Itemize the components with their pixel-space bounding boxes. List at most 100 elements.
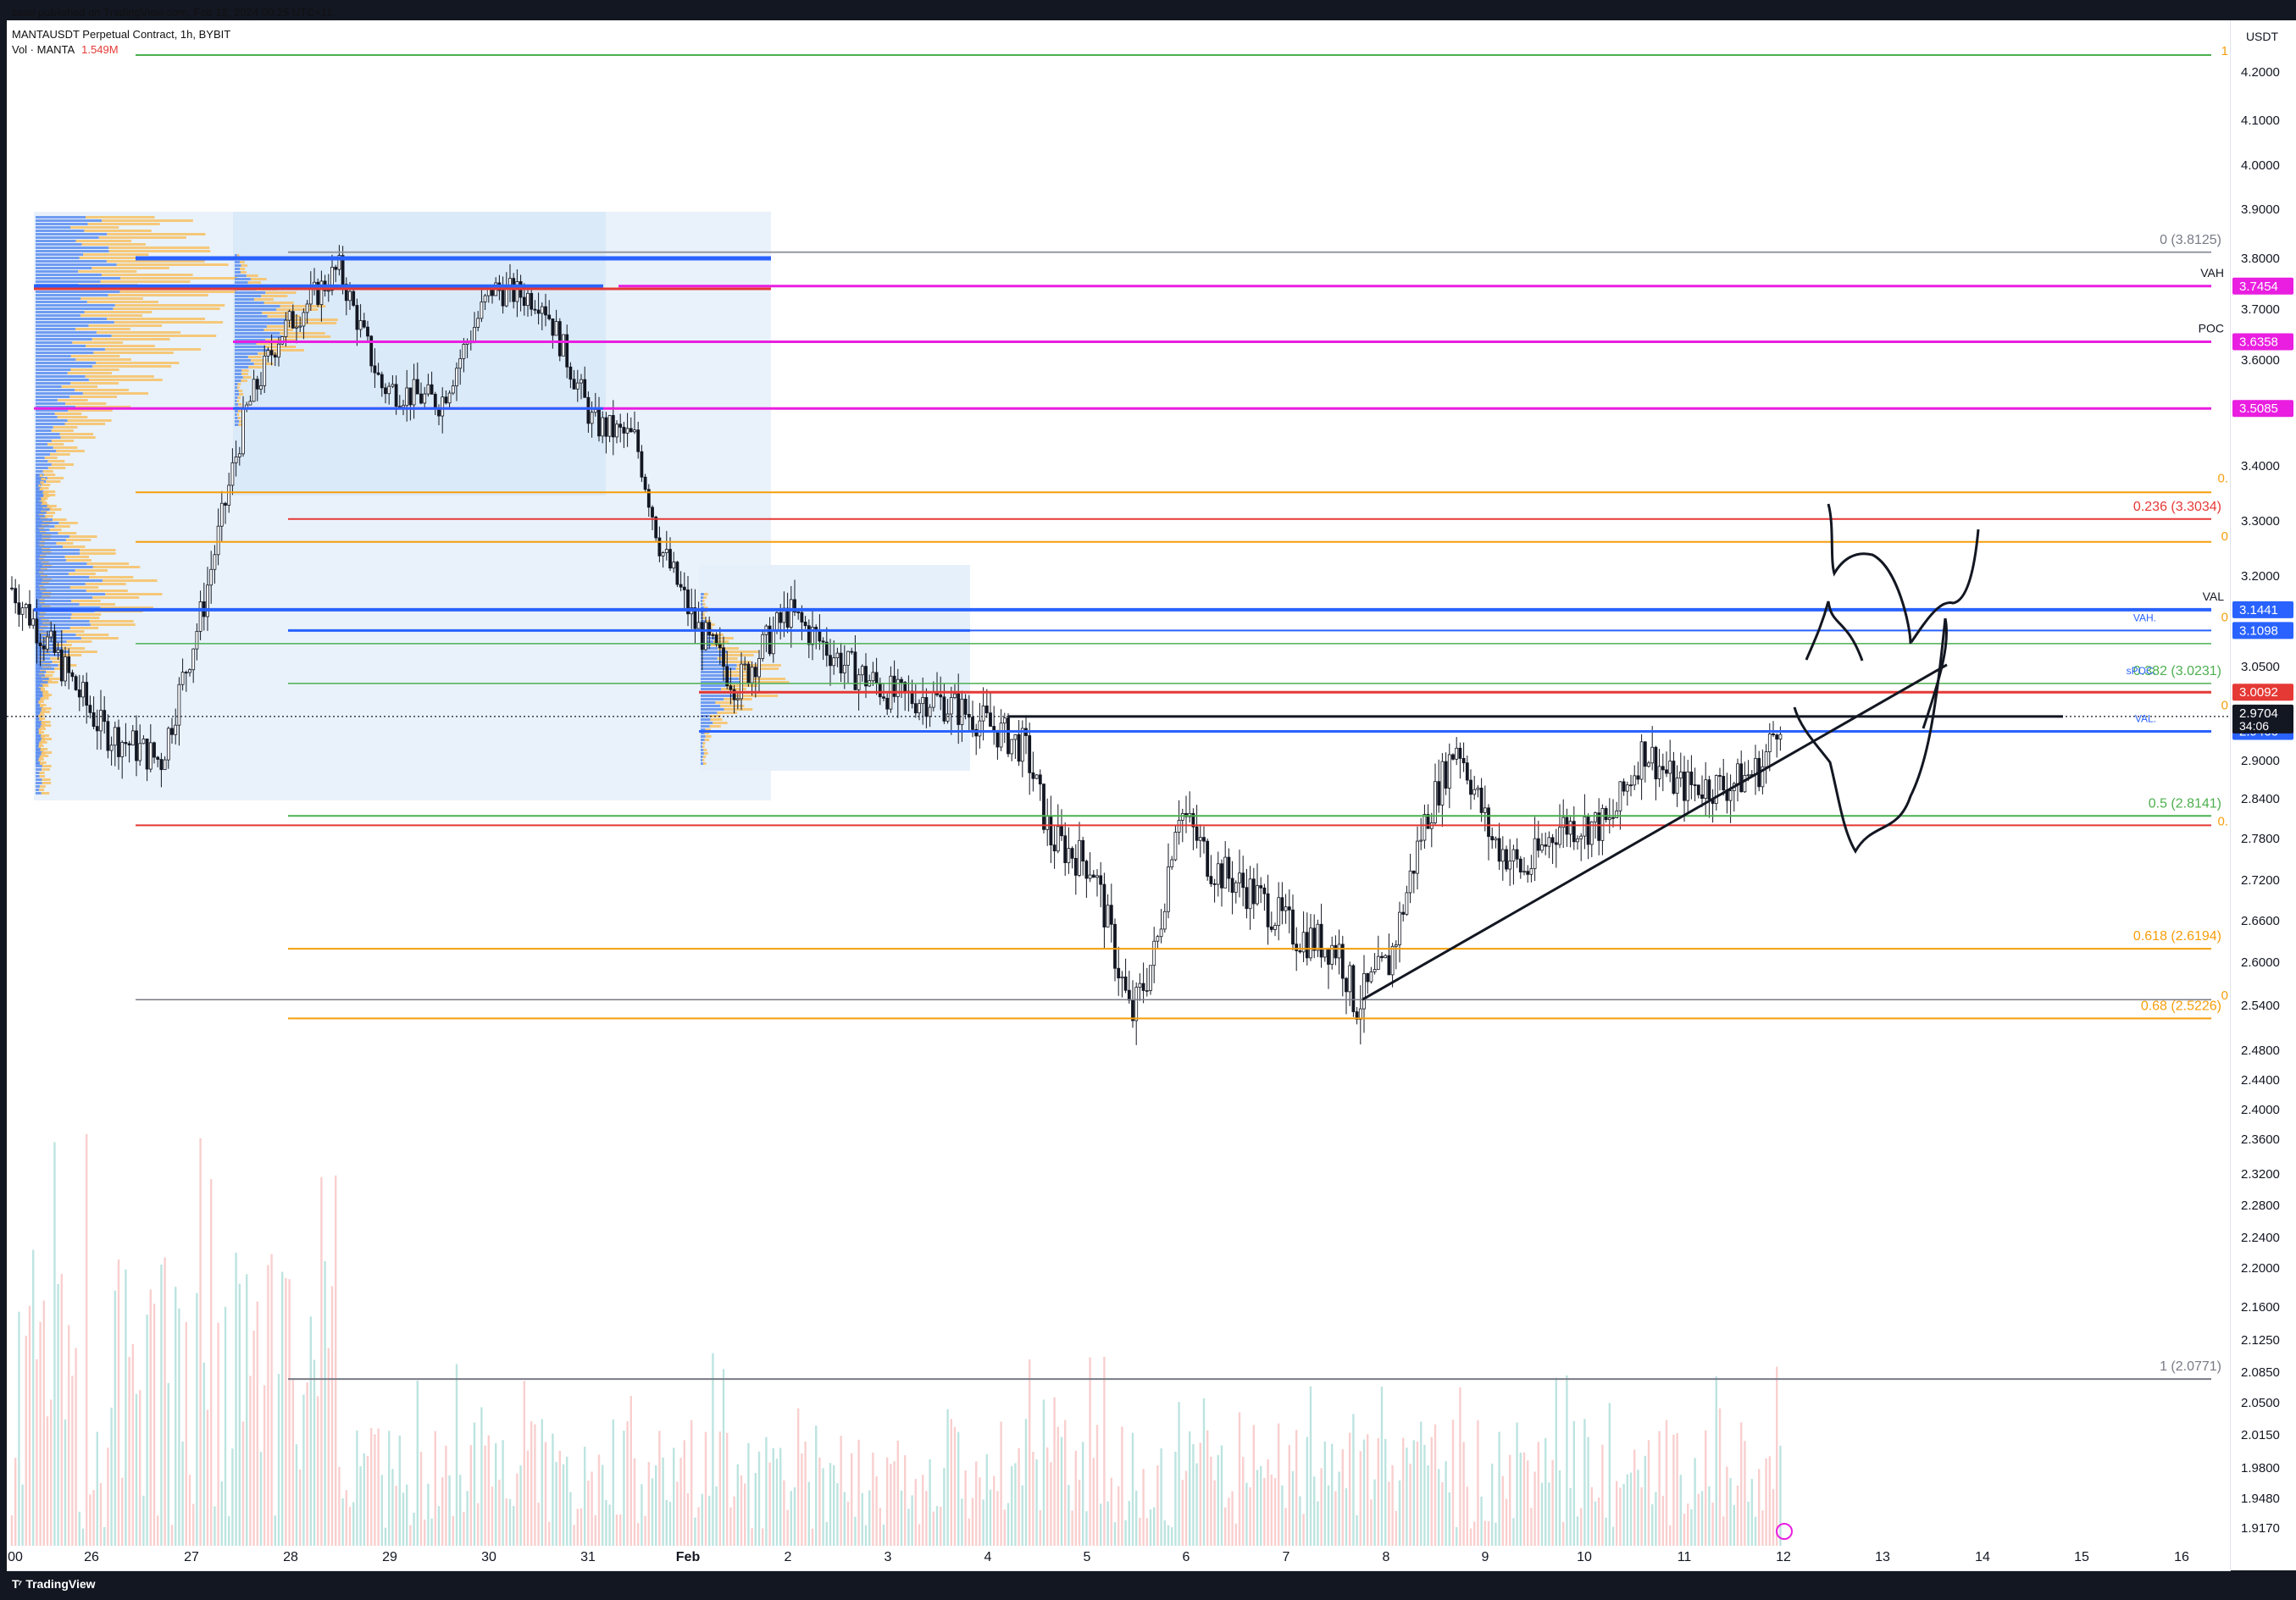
candle-body [195, 630, 199, 650]
candle-body [1625, 784, 1629, 792]
volume-bar [238, 1283, 241, 1546]
volume-bar [704, 1431, 707, 1546]
y-tick-label: 3.6000 [2241, 353, 2280, 368]
profile-bar [36, 627, 70, 629]
volume-bar [1580, 1508, 1583, 1546]
candle-body [1358, 1008, 1362, 1020]
candle-body [1113, 923, 1117, 969]
candle-body [234, 457, 238, 463]
volume-bar [1583, 1419, 1586, 1546]
candle-body [153, 742, 156, 758]
profile-bar [36, 535, 69, 538]
y-tick-label: 2.2800 [2241, 1199, 2280, 1213]
profile-bar [39, 488, 43, 490]
candle-body [1028, 735, 1032, 773]
profile-bar [701, 593, 704, 595]
x-tick-label: 4 [984, 1550, 992, 1564]
tradingview-logo[interactable]: T⁷ TradingView [12, 1577, 96, 1591]
profile-bar [246, 274, 258, 277]
candle-body [1775, 734, 1779, 740]
price-tag [2232, 333, 2293, 351]
candle-body [224, 502, 227, 506]
volume-bar [1605, 1517, 1607, 1546]
volume-bar [996, 1491, 999, 1546]
profile-bar [701, 651, 728, 653]
profile-bar [701, 681, 741, 684]
candle-body [1070, 848, 1074, 859]
y-tick-label: 1.9800 [2241, 1461, 2280, 1475]
volume-bar [1758, 1469, 1761, 1546]
candle-body [729, 685, 733, 690]
candle-body [1013, 734, 1018, 740]
candle-body [1675, 778, 1679, 794]
profile-bar [36, 756, 40, 758]
profile-bar [704, 732, 710, 734]
volume-bar [1192, 1443, 1195, 1546]
candle-body [1262, 887, 1267, 894]
candle-body [618, 424, 623, 428]
candle-body [42, 645, 46, 650]
candle-body [796, 612, 801, 613]
volume-bar [594, 1514, 596, 1546]
volume-profile-label: VAH. [2133, 612, 2156, 623]
profile-bar [235, 278, 251, 280]
volume-bar [42, 1300, 45, 1546]
profile-bar [120, 277, 238, 280]
candle-body [1305, 932, 1309, 959]
volume-bar [86, 1133, 88, 1546]
profile-bar [36, 681, 48, 684]
volume-bar [1412, 1440, 1415, 1546]
volume-bar [1647, 1440, 1650, 1546]
profile-bar [723, 661, 751, 663]
volume-bar [1281, 1485, 1284, 1546]
profile-bar [39, 756, 43, 758]
volume-bar [1548, 1482, 1550, 1546]
profile-bar [38, 484, 42, 487]
volume-bar [430, 1518, 433, 1546]
volume-bar [1128, 1500, 1130, 1546]
volume-bar [1174, 1451, 1177, 1546]
volume-bar [1736, 1485, 1739, 1546]
candle-body [1479, 787, 1484, 813]
volume-bar [128, 1356, 130, 1546]
profile-bar [280, 305, 326, 307]
volume-bar [10, 1514, 14, 1546]
candle-body [1295, 944, 1299, 951]
volume-bar [690, 1420, 693, 1546]
profile-bar [36, 478, 42, 480]
profile-bar [238, 390, 243, 392]
profile-bar [705, 620, 712, 623]
volume-bar [181, 1441, 184, 1546]
symbol-title[interactable]: MANTAUSDT Perpetual Contract, 1h, BYBIT [12, 28, 231, 41]
candle-body [1099, 875, 1103, 885]
profile-bar [58, 532, 77, 534]
candle-body [1704, 779, 1708, 800]
profile-bar [704, 739, 710, 741]
volume-legend[interactable]: Vol · MANTA 1.549M [12, 43, 119, 56]
volume-bar [1092, 1458, 1095, 1546]
profile-bar [247, 356, 262, 358]
lightning-icon [1776, 1523, 1793, 1540]
candle-body [1227, 856, 1231, 879]
candle-body [135, 730, 138, 761]
profile-bar [36, 688, 42, 690]
candle-body [931, 692, 935, 708]
candle-body [1411, 870, 1416, 874]
candle-body [273, 354, 277, 358]
y-tick-label: 2.7200 [2241, 873, 2280, 888]
candle-body [291, 311, 295, 329]
profile-bar [265, 346, 297, 348]
freehand-drawing [1922, 617, 1949, 729]
price-tag-label: 3.6358 [2239, 335, 2278, 350]
profile-bar [69, 651, 97, 653]
freehand-drawing [1827, 503, 1912, 645]
profile-bar [52, 661, 66, 663]
candle-body [1291, 909, 1295, 945]
volume-bar [1210, 1456, 1212, 1546]
volume-bar [651, 1478, 654, 1546]
volume-bar [1537, 1442, 1539, 1546]
profile-bar [90, 623, 136, 626]
x-tick-label: 12 [1776, 1550, 1791, 1564]
profile-bar [237, 417, 241, 419]
